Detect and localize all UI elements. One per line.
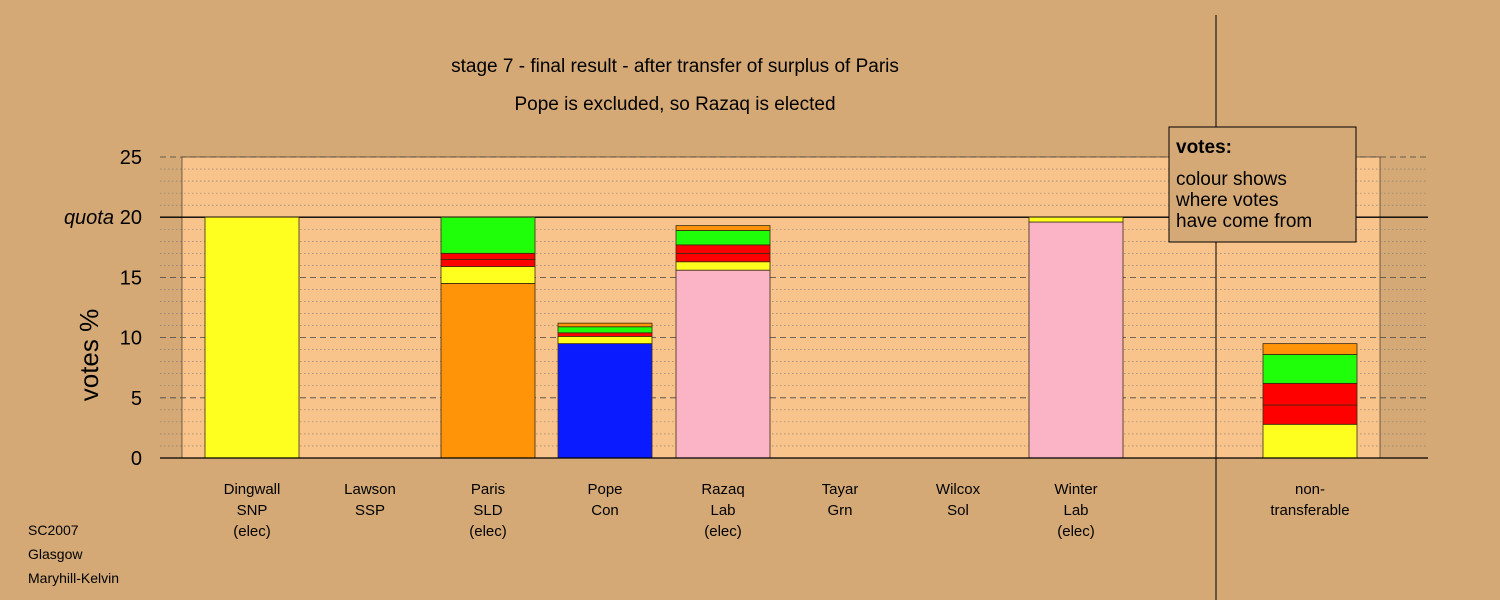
legend-heading: votes: (1176, 137, 1232, 158)
bar-segment (675, 225, 771, 231)
bar-winter (1028, 216, 1124, 459)
bar-segment (675, 244, 771, 254)
x-tick-label: Lab (710, 502, 735, 519)
bar-segment (1262, 382, 1358, 406)
footer-line: SC2007 (28, 522, 79, 538)
bar-segment (440, 266, 536, 284)
x-tick-label: Paris (471, 481, 505, 498)
x-tick-label: SLD (473, 502, 502, 519)
bar-segment (557, 335, 653, 345)
bar-segment (557, 343, 653, 459)
y-tick-label: 25 (120, 147, 142, 169)
x-tick-label: (elec) (233, 523, 271, 540)
x-tick-label: SNP (237, 502, 268, 519)
x-labels: Dingwall SNP (elec) Lawson SSP Paris SLD (elec)… (224, 481, 1350, 540)
bar-segment (1262, 423, 1358, 459)
x-tick-label: Con (591, 502, 619, 519)
bar-segment (440, 252, 536, 260)
y-axis: 0 5 10 15 20 25 (120, 147, 1428, 470)
x-tick-label: Razaq (701, 481, 744, 498)
x-tick-label: Sol (947, 502, 969, 519)
bar-dingwall (204, 216, 300, 459)
x-tick-label: (elec) (704, 523, 742, 540)
bar-segment (1028, 221, 1124, 459)
bar-segment (204, 216, 300, 459)
bars (204, 216, 1358, 459)
x-tick-label: SSP (355, 502, 385, 519)
footer-line: Glasgow (28, 546, 83, 562)
bar-segment (675, 269, 771, 459)
legend-box: votes: colour shows where votes have com… (1168, 126, 1357, 243)
quota-label: quota (64, 207, 114, 229)
x-tick-label: Winter (1054, 481, 1097, 498)
x-tick-label: (elec) (469, 523, 507, 540)
bar-segment (557, 326, 653, 334)
x-tick-label: Pope (587, 481, 622, 498)
x-tick-label: (elec) (1057, 523, 1095, 540)
bar-segment (675, 252, 771, 263)
bar-segment (1028, 216, 1124, 223)
chart-title: stage 7 - final result - after transfer … (451, 56, 899, 77)
bar-segment (1262, 354, 1358, 384)
legend-line: colour shows (1176, 169, 1287, 190)
bar-non (1262, 343, 1358, 459)
bar-segment (440, 258, 536, 267)
x-tick-label: transferable (1270, 502, 1349, 519)
x-tick-label: non- (1295, 481, 1325, 498)
x-tick-label: Dingwall (224, 481, 281, 498)
legend-line: where votes (1175, 190, 1278, 211)
x-tick-label: Grn (827, 502, 852, 519)
bar-segment (675, 261, 771, 271)
y-axis-label: votes % (74, 309, 104, 402)
bar-paris (440, 216, 536, 459)
bar-segment (440, 283, 536, 459)
bar-segment (440, 216, 536, 254)
bar-segment (557, 322, 653, 328)
bar-pope (557, 322, 653, 459)
y-tick-label: 0 (131, 448, 142, 470)
x-tick-label: Wilcox (936, 481, 981, 498)
y-tick-label: 15 (120, 267, 142, 289)
bar-segment (1262, 404, 1358, 425)
x-tick-label: Lawson (344, 481, 396, 498)
y-tick-label: 5 (131, 388, 142, 410)
footer-line: Maryhill-Kelvin (28, 570, 120, 586)
y-tick-label: 20 (120, 207, 142, 229)
bar-segment (557, 332, 653, 337)
bar-segment (675, 230, 771, 246)
bar-segment (1262, 343, 1358, 355)
x-tick-label: Lab (1063, 502, 1088, 519)
x-tick-label: Tayar (822, 481, 859, 498)
legend-line: have come from (1176, 211, 1312, 232)
bar-razaq (675, 225, 771, 459)
y-tick-label: 10 (120, 328, 142, 350)
chart-subtitle: Pope is excluded, so Razaq is elected (514, 94, 835, 115)
